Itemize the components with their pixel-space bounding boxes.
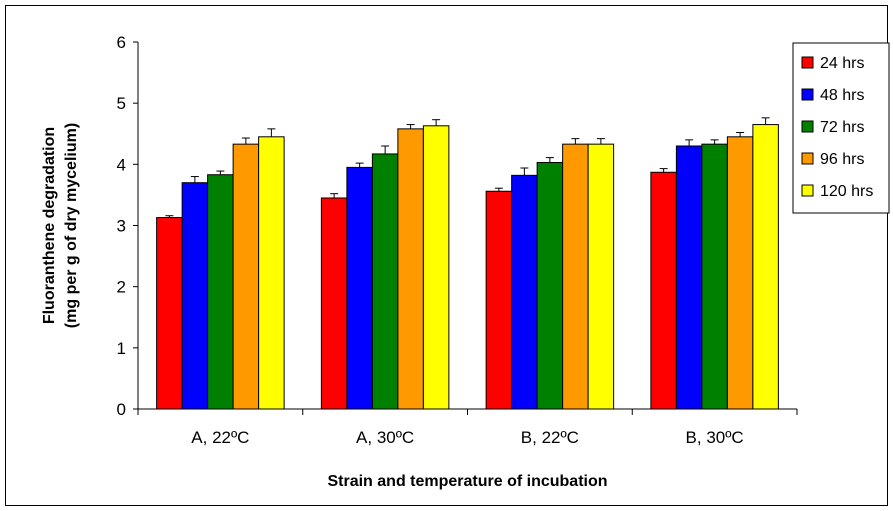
bar xyxy=(258,136,285,410)
legend-label: 24 hrs xyxy=(820,55,864,72)
bar xyxy=(207,174,234,410)
bar xyxy=(320,197,348,410)
bar xyxy=(422,125,450,410)
x-tick-label: A, 30ºC xyxy=(356,428,414,447)
x-axis-title: Strain and temperature of incubation xyxy=(327,473,607,490)
bar xyxy=(232,143,260,410)
x-tick-label: B, 30ºC xyxy=(686,428,744,447)
y-axis-title-line2: (mg per g of dry mycelium) xyxy=(63,123,80,328)
bar xyxy=(587,143,615,410)
legend: 24 hrs 48 hrs 72 hrs 96 hrs 120 hrs xyxy=(792,42,890,214)
legend-swatch xyxy=(801,184,814,197)
bar xyxy=(397,128,424,410)
y-tick-label: 3 xyxy=(117,217,126,236)
bar xyxy=(346,166,373,410)
y-tick-label: 1 xyxy=(117,339,126,358)
legend-label: 72 hrs xyxy=(820,119,864,136)
bar xyxy=(726,136,754,410)
bar xyxy=(371,153,399,410)
bar xyxy=(650,171,677,410)
bar xyxy=(485,190,513,410)
bar xyxy=(562,143,589,410)
y-tick-label: 6 xyxy=(117,33,126,52)
bar xyxy=(181,182,209,410)
x-tick-label: B, 22ºC xyxy=(521,428,579,447)
legend-swatch xyxy=(801,152,814,165)
x-tick-label: A, 22ºC xyxy=(191,428,249,447)
y-tick-label: 0 xyxy=(117,400,126,419)
bar xyxy=(752,124,779,410)
bar xyxy=(511,174,538,410)
axes xyxy=(133,41,798,415)
y-tick-label: 4 xyxy=(117,155,126,174)
y-axis-title: Fluoranthene degradation (mg per g of dr… xyxy=(41,123,80,328)
plot-area xyxy=(156,117,779,410)
bar xyxy=(536,161,564,410)
legend-label: 48 hrs xyxy=(820,87,864,104)
y-tick-label: 5 xyxy=(117,94,126,113)
legend-label: 96 hrs xyxy=(820,151,864,168)
bar xyxy=(156,217,183,410)
bar xyxy=(701,143,728,410)
bar xyxy=(675,145,703,410)
legend-swatch xyxy=(801,88,814,101)
y-axis-title-line1: Fluoranthene degradation xyxy=(41,127,58,324)
y-tick-label: 2 xyxy=(117,278,126,297)
legend-label: 120 hrs xyxy=(820,183,873,200)
legend-swatch xyxy=(801,120,814,133)
legend-swatch xyxy=(801,56,814,69)
